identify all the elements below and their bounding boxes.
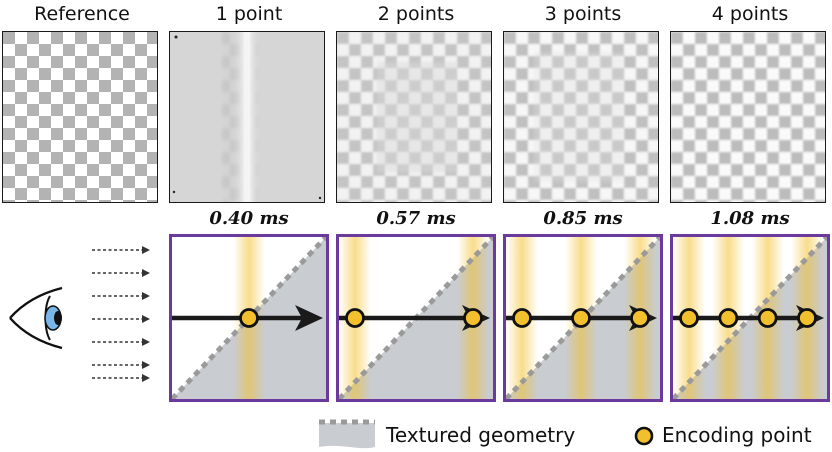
column-title-3-points: 3 points: [544, 3, 622, 25]
panel-border: [670, 234, 830, 402]
panel-border: [503, 234, 663, 402]
reconstruction-2-points-image: [336, 31, 492, 203]
timing-2-points: 0.57 ms: [376, 208, 456, 229]
textured-geometry-legend-swatch: [319, 419, 375, 449]
encoding-point-2: [463, 308, 483, 328]
column-title-4-points: 4 points: [711, 3, 789, 25]
eye-icon: [9, 286, 63, 350]
panel-border: [169, 234, 329, 402]
encoding-point-2: [718, 308, 739, 328]
encoding-point-legend-label: Encoding point: [662, 423, 812, 447]
reference-checkerboard-image: [2, 31, 158, 203]
encoding-point-2: [571, 308, 591, 328]
encoding-point-legend-icon: [634, 426, 654, 446]
encoding-point-1: [345, 308, 365, 328]
encoding-point-1: [679, 308, 699, 328]
column-title-reference: Reference: [34, 3, 130, 25]
textured-geometry-legend-label: Textured geometry: [386, 423, 576, 447]
timing-3-points: 0.85 ms: [543, 208, 623, 229]
timing-4-points: 1.08 ms: [710, 208, 790, 229]
encoding-diagram-4-points: [670, 234, 830, 402]
encoding-diagram-2-points: [336, 234, 496, 402]
column-title-1-point: 1 point: [215, 3, 283, 25]
encoding-point-3: [757, 308, 778, 328]
column-title-2-points: 2 points: [377, 3, 455, 25]
panel-border: [336, 234, 496, 402]
reconstruction-3-points-image: [503, 31, 659, 203]
encoding-point-3: [630, 308, 650, 328]
ray-arrowhead: [295, 305, 323, 331]
timing-1-point: 0.40 ms: [209, 208, 289, 229]
view-rays: [92, 246, 150, 382]
encoding-diagram-1-point: [169, 234, 329, 402]
encoding-point-1: [239, 308, 259, 328]
encoding-point-1: [512, 308, 532, 328]
reconstruction-1-point-image: [169, 31, 325, 203]
encoding-diagram-3-points: [503, 234, 663, 402]
reconstruction-4-points-image: [670, 31, 826, 203]
encoding-point-4: [797, 308, 817, 328]
